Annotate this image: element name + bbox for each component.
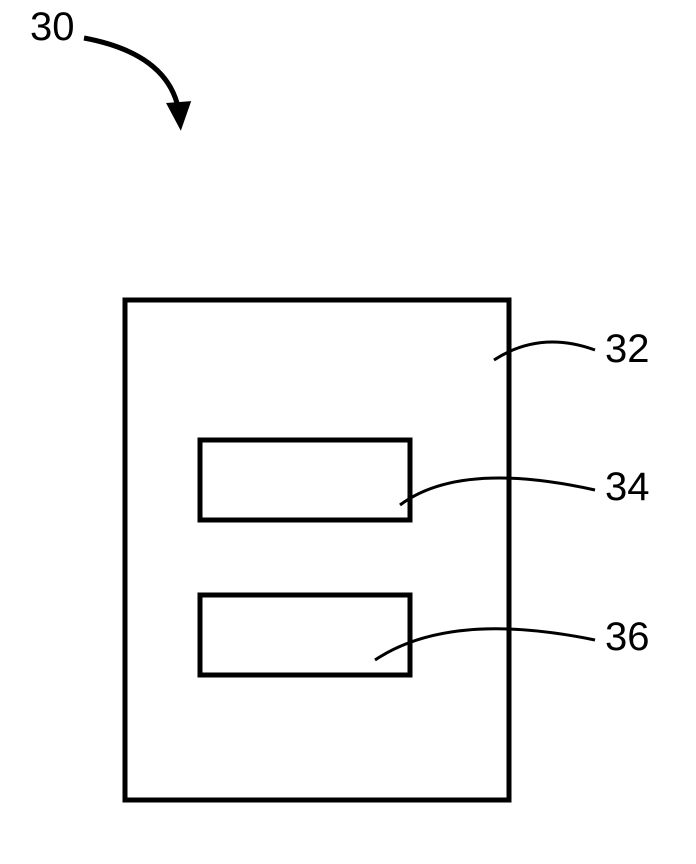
label-34: 34 xyxy=(605,465,650,509)
arrow-head-icon xyxy=(166,101,191,131)
label-36: 36 xyxy=(605,615,650,659)
label-32: 32 xyxy=(605,327,650,371)
label-30: 30 xyxy=(30,5,75,49)
diagram-canvas: 30 32 34 36 xyxy=(0,0,696,864)
leader-upper xyxy=(400,478,595,505)
lower-inner-rect xyxy=(200,595,410,675)
outer-rect xyxy=(125,300,509,800)
arrow-shaft xyxy=(84,38,180,120)
upper-inner-rect xyxy=(200,440,410,520)
